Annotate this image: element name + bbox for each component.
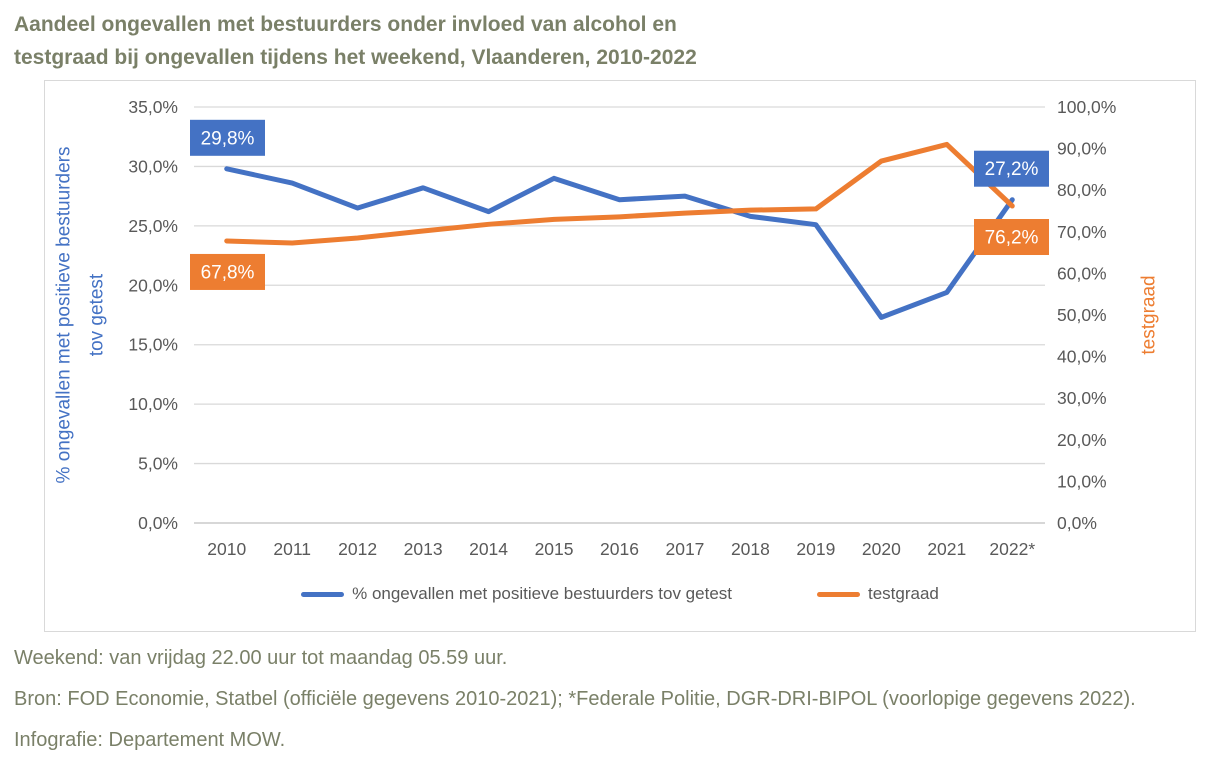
svg-text:% ongevallen met positieve bes: % ongevallen met positieve bestuurders xyxy=(54,147,75,484)
legend-item-testgraad: testgraad xyxy=(817,584,939,604)
chart-legend: % ongevallen met positieve bestuurders t… xyxy=(45,584,1195,604)
legend-swatch-blue-line-icon xyxy=(301,591,345,597)
svg-text:29,8%: 29,8% xyxy=(201,128,255,149)
legend-item-positive-drivers: % ongevallen met positieve bestuurders t… xyxy=(301,584,732,604)
svg-text:30,0%: 30,0% xyxy=(1057,388,1107,408)
footnote-credit: Infografie: Departement MOW. xyxy=(14,729,286,751)
svg-text:2012: 2012 xyxy=(338,539,377,559)
svg-text:2020: 2020 xyxy=(862,539,901,559)
svg-text:80,0%: 80,0% xyxy=(1057,180,1107,200)
svg-text:40,0%: 40,0% xyxy=(1057,347,1107,367)
svg-text:25,0%: 25,0% xyxy=(128,216,178,236)
svg-text:20,0%: 20,0% xyxy=(128,275,178,295)
title-line-1: Aandeel ongevallen met bestuurders onder… xyxy=(14,13,677,36)
svg-text:tov getest: tov getest xyxy=(87,273,108,356)
svg-text:0,0%: 0,0% xyxy=(1057,513,1097,533)
svg-text:2014: 2014 xyxy=(469,539,508,559)
svg-text:5,0%: 5,0% xyxy=(138,454,178,474)
svg-text:2021: 2021 xyxy=(927,539,966,559)
chart-canvas: 35,0% 30,0% 25,0% 20,0% 15,0% 10,0% 5,0% 0,0% 10… xyxy=(54,97,1160,559)
page-title: Aandeel ongevallen met bestuurders onder… xyxy=(14,8,697,74)
footnote-weekend-definition: Weekend: van vrijdag 22.00 uur tot maand… xyxy=(14,647,508,669)
svg-text:90,0%: 90,0% xyxy=(1057,139,1107,159)
svg-text:2017: 2017 xyxy=(665,539,704,559)
legend-label-positive-drivers: % ongevallen met positieve bestuurders t… xyxy=(352,584,732,603)
svg-text:2015: 2015 xyxy=(535,539,574,559)
svg-text:2019: 2019 xyxy=(796,539,835,559)
svg-text:20,0%: 20,0% xyxy=(1057,430,1107,450)
legend-swatch-orange-line-icon xyxy=(817,591,860,597)
svg-text:0,0%: 0,0% xyxy=(138,513,178,533)
svg-text:2011: 2011 xyxy=(273,539,311,559)
legend-label-testgraad: testgraad xyxy=(868,584,939,603)
svg-text:2013: 2013 xyxy=(404,539,443,559)
svg-text:27,2%: 27,2% xyxy=(985,159,1039,180)
svg-text:30,0%: 30,0% xyxy=(128,156,178,176)
svg-text:76,2%: 76,2% xyxy=(985,228,1039,249)
footnotes: Weekend: van vrijdag 22.00 uur tot maand… xyxy=(14,644,1224,762)
svg-text:2010: 2010 xyxy=(207,539,246,559)
chart-area: 35,0% 30,0% 25,0% 20,0% 15,0% 10,0% 5,0% 0,0% 10… xyxy=(44,80,1196,632)
svg-text:70,0%: 70,0% xyxy=(1057,222,1107,242)
svg-text:15,0%: 15,0% xyxy=(128,335,178,355)
svg-text:100,0%: 100,0% xyxy=(1057,97,1116,117)
svg-text:35,0%: 35,0% xyxy=(128,97,178,117)
svg-text:10,0%: 10,0% xyxy=(1057,471,1107,491)
svg-text:67,8%: 67,8% xyxy=(201,262,255,283)
svg-text:50,0%: 50,0% xyxy=(1057,305,1107,325)
svg-text:10,0%: 10,0% xyxy=(128,394,178,414)
svg-text:2016: 2016 xyxy=(600,539,639,559)
footnote-source: Bron: FOD Economie, Statbel (officiële g… xyxy=(14,688,1136,710)
svg-text:testgraad: testgraad xyxy=(1139,275,1160,354)
svg-text:2018: 2018 xyxy=(731,539,770,559)
title-line-2: testgraad bij ongevallen tijdens het wee… xyxy=(14,46,697,69)
svg-text:2022*: 2022* xyxy=(989,539,1035,559)
svg-text:60,0%: 60,0% xyxy=(1057,263,1107,283)
